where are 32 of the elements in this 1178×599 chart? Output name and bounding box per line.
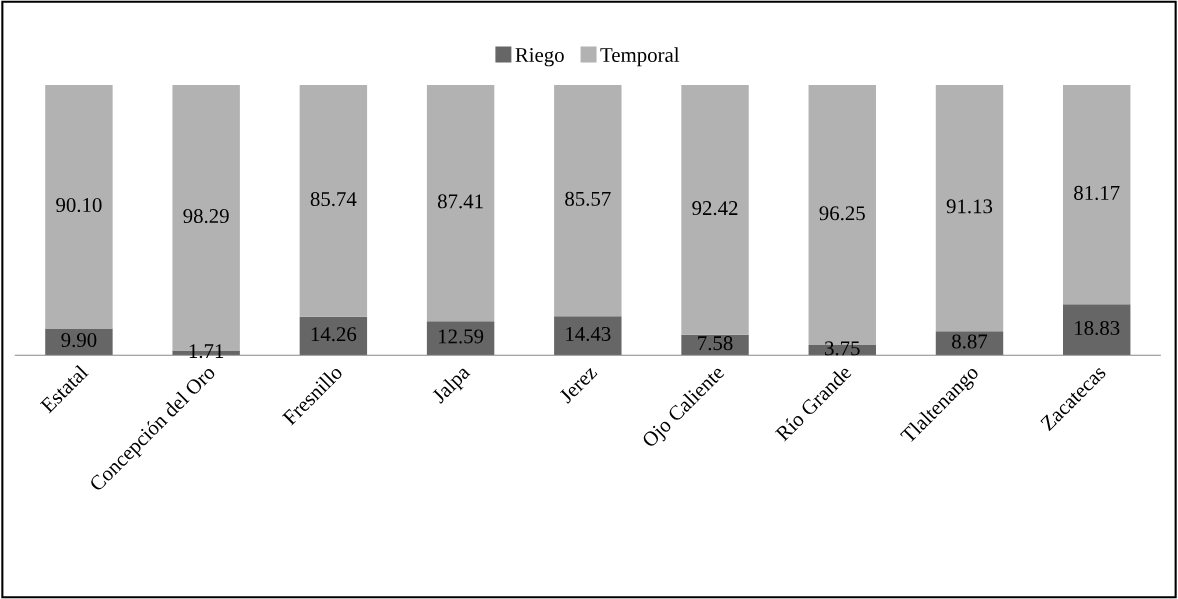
bar [554, 316, 622, 356]
data-label: 14.26 [311, 327, 357, 342]
data-label: 91.13 [946, 199, 993, 214]
bar [1063, 85, 1131, 305]
bar [681, 85, 749, 335]
bar [45, 328, 113, 356]
data-label: 85.74 [310, 192, 357, 207]
bar [1063, 304, 1131, 356]
bar [935, 331, 1004, 356]
bar [426, 321, 495, 356]
data-label: 87.41 [437, 194, 483, 209]
bar [299, 85, 368, 317]
bar [299, 316, 368, 356]
data-label: 14.43 [566, 326, 611, 342]
data-label: 81.17 [1074, 185, 1120, 200]
data-label: 85.57 [565, 191, 611, 206]
data-label: 12.59 [438, 329, 484, 344]
data-label: 96.25 [819, 206, 865, 221]
bar [426, 85, 495, 322]
data-label: 8.87 [952, 334, 988, 349]
bar [554, 85, 622, 317]
legend-label: Riego [515, 48, 564, 67]
bar [45, 85, 113, 329]
data-label: 92.42 [692, 201, 738, 216]
data-label: 7.58 [698, 336, 733, 351]
bar [935, 85, 1004, 332]
data-label: 9.90 [61, 332, 97, 348]
data-label: 18.83 [1075, 320, 1120, 336]
data-label: 3.75 [825, 341, 860, 356]
data-label: 90.10 [56, 197, 102, 213]
legend-label: Temporal [600, 47, 680, 67]
data-label: 98.29 [183, 208, 229, 224]
